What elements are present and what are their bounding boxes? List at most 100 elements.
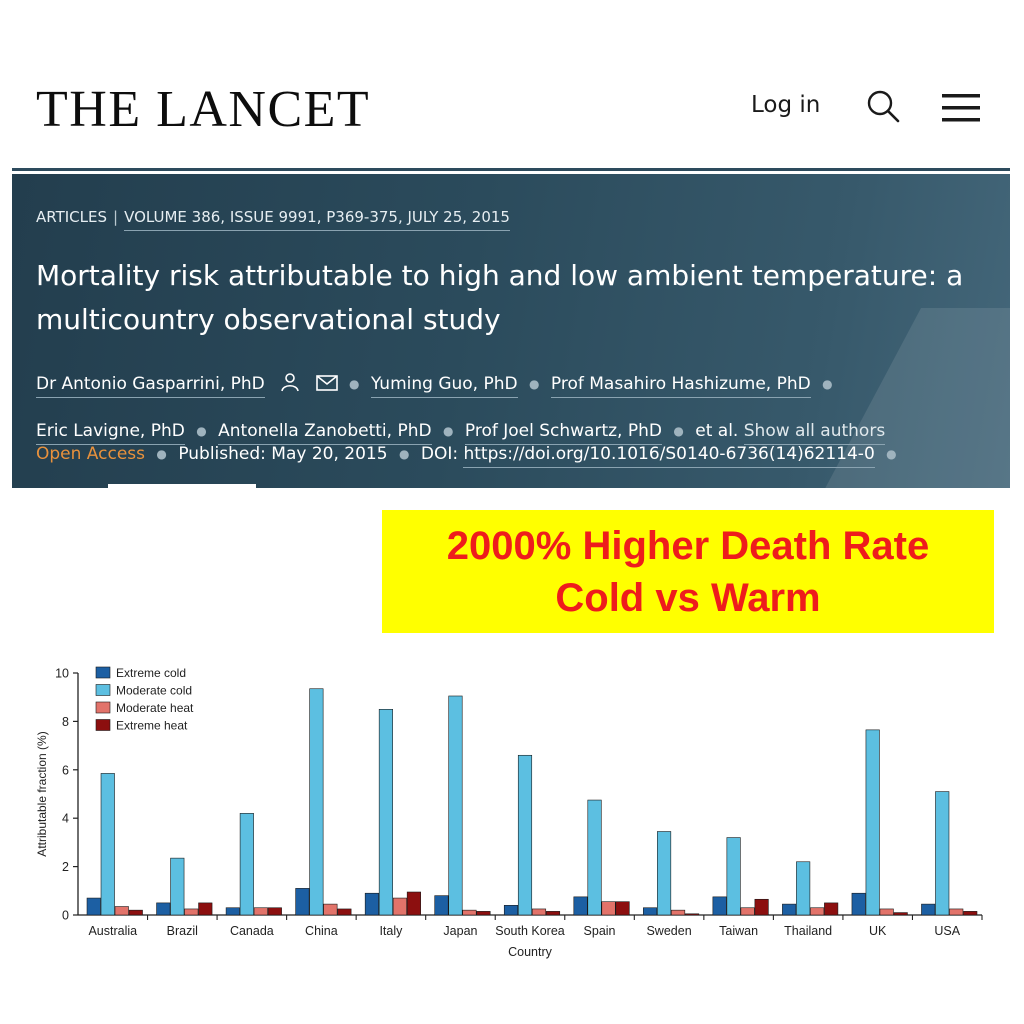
author-separator: ● xyxy=(348,377,360,391)
legend-swatch xyxy=(95,701,111,714)
bar-moderate-cold xyxy=(170,857,185,916)
bar-extreme-cold xyxy=(782,903,797,916)
x-tick-label: Spain xyxy=(584,924,616,938)
y-tick-label: 0 xyxy=(62,909,69,923)
menu-button[interactable] xyxy=(940,92,984,126)
bar-moderate-cold xyxy=(726,837,741,916)
volume-link[interactable]: VOLUME 386, ISSUE 9991, P369-375, JULY 2… xyxy=(124,208,510,231)
published-date: May 20, 2015 xyxy=(271,444,388,464)
bar-extreme-cold xyxy=(503,905,519,916)
bar-moderate-heat xyxy=(740,907,755,916)
bar-extreme-heat xyxy=(963,911,978,916)
bar-moderate-heat xyxy=(392,897,407,916)
bar-moderate-cold xyxy=(378,708,393,916)
bar-extreme-heat xyxy=(893,912,908,916)
bar-moderate-cold xyxy=(587,799,602,916)
author-link[interactable]: Yuming Guo, PhD xyxy=(370,374,518,398)
search-button[interactable] xyxy=(864,88,904,128)
search-icon xyxy=(867,90,900,123)
x-axis-label: Country xyxy=(508,945,553,959)
author-link[interactable]: Eric Lavigne, PhD xyxy=(36,421,185,445)
bar-moderate-heat xyxy=(601,901,616,916)
site-logo[interactable]: THE LANCET xyxy=(36,81,371,138)
article-meta: ARTICLES | VOLUME 386, ISSUE 9991, P369-37… xyxy=(36,208,510,231)
email-icon[interactable] xyxy=(315,365,338,409)
y-axis-label: Attributable fraction (%) xyxy=(35,731,49,856)
bar-extreme-cold xyxy=(295,888,310,916)
bar-extreme-heat xyxy=(615,901,630,916)
x-tick-label: Brazil xyxy=(167,924,198,938)
legend-label: Moderate cold xyxy=(116,684,192,698)
x-tick-label: Australia xyxy=(88,924,137,938)
author-link[interactable]: Antonella Zanobetti, PhD xyxy=(218,421,432,445)
legend-label: Extreme heat xyxy=(116,719,188,733)
header-divider xyxy=(12,168,1010,171)
bar-extreme-heat xyxy=(754,898,769,916)
show-all-authors-link[interactable]: Show all authors xyxy=(743,421,886,445)
person-icon[interactable] xyxy=(280,365,300,409)
bar-moderate-cold xyxy=(239,813,254,916)
login-link[interactable]: Log in xyxy=(751,92,821,118)
publication-info: Open Access ● Published: May 20, 2015 ● … xyxy=(36,444,903,468)
x-tick-label: USA xyxy=(934,924,960,938)
bar-extreme-cold xyxy=(573,896,588,916)
author-link[interactable]: Prof Joel Schwartz, PhD xyxy=(464,421,662,445)
bar-extreme-cold xyxy=(156,902,171,916)
bar-extreme-heat xyxy=(476,911,491,916)
bar-extreme-heat xyxy=(685,913,700,916)
bar-extreme-heat xyxy=(198,902,213,916)
x-tick-label: UK xyxy=(869,924,887,938)
doi-link[interactable]: https://doi.org/10.1016/S0140-6736(14)62… xyxy=(463,444,875,468)
pub-separator: ● xyxy=(886,447,897,461)
bar-extreme-cold xyxy=(364,892,379,916)
y-tick-label: 4 xyxy=(62,812,69,826)
legend-swatch xyxy=(95,666,111,679)
pub-separator: ● xyxy=(156,447,167,461)
author-separator: ● xyxy=(442,424,454,438)
x-tick-label: Canada xyxy=(230,924,274,938)
callout-line-2: Cold vs Warm xyxy=(555,575,821,620)
et-al-label: et al. xyxy=(695,421,739,441)
x-tick-label: Thailand xyxy=(784,924,832,938)
bar-moderate-heat xyxy=(810,907,825,916)
bar-extreme-heat xyxy=(267,907,282,916)
author-list: Dr Antonio Gasparrini, PhD ● Yuming Guo,… xyxy=(36,362,1001,453)
bar-extreme-heat xyxy=(545,911,561,916)
author-separator: ● xyxy=(822,377,833,391)
open-access-badge[interactable]: Open Access xyxy=(36,444,146,464)
callout-box: 2000% Higher Death Rate Cold vs Warm xyxy=(382,510,994,633)
callout-line-1: 2000% Higher Death Rate xyxy=(446,523,930,568)
bar-extreme-cold xyxy=(434,895,449,916)
doi-label: DOI: xyxy=(420,444,459,464)
bar-extreme-cold xyxy=(851,892,866,916)
bar-moderate-cold xyxy=(309,688,324,916)
bar-moderate-heat xyxy=(671,909,686,916)
hamburger-menu-icon xyxy=(942,94,980,122)
bar-chart: 0 2 4 6 8 10 Attributable fraction (%) Australi… xyxy=(30,655,1000,975)
bar-moderate-cold xyxy=(657,831,672,916)
x-tick-label: Taiwan xyxy=(719,924,758,938)
bar-extreme-heat xyxy=(824,902,839,916)
bar-moderate-cold xyxy=(448,695,463,916)
bar-moderate-cold xyxy=(796,861,811,916)
bar-extreme-heat xyxy=(337,908,352,916)
legend-swatch xyxy=(95,719,111,731)
bar-moderate-heat xyxy=(114,906,129,916)
bar-moderate-heat xyxy=(531,908,547,916)
article-banner: ARTICLES | VOLUME 386, ISSUE 9991, P369-37… xyxy=(12,174,1010,488)
bar-extreme-cold xyxy=(712,896,727,916)
author-link[interactable]: Dr Antonio Gasparrini, PhD xyxy=(36,374,265,398)
bar-moderate-cold xyxy=(100,773,115,916)
author-link[interactable]: Prof Masahiro Hashizume, PhD xyxy=(550,374,811,398)
published-label: Published: xyxy=(178,444,266,464)
active-tab-indicator xyxy=(108,484,256,488)
bar-extreme-heat xyxy=(406,891,421,916)
article-type[interactable]: ARTICLES xyxy=(36,208,108,226)
author-separator: ● xyxy=(196,424,207,438)
y-tick-label: 2 xyxy=(62,860,69,874)
bar-moderate-cold xyxy=(935,791,950,916)
bar-moderate-cold xyxy=(517,754,533,916)
bar-moderate-heat xyxy=(323,903,338,916)
bar-moderate-heat xyxy=(184,908,199,916)
x-tick-label: Japan xyxy=(443,924,477,938)
